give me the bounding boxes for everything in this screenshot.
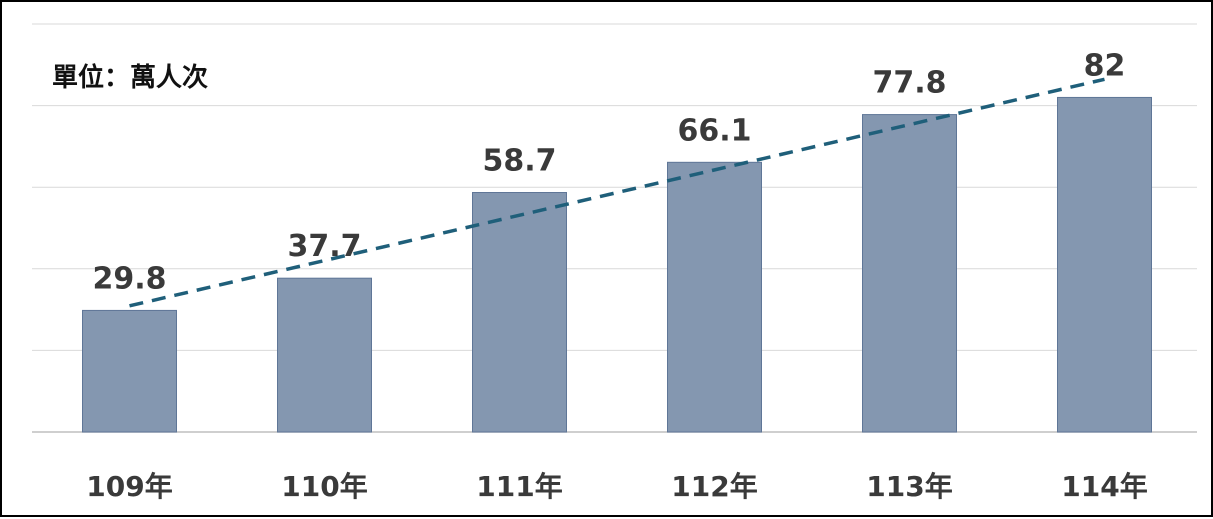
x-tick-label: 110年 bbox=[281, 470, 367, 503]
x-tick-label: 111年 bbox=[476, 470, 562, 503]
x-axis-tick-labels: 109年 110年 111年 112年 113年 114年 bbox=[86, 470, 1147, 503]
data-label: 37.7 bbox=[287, 229, 361, 264]
data-label: 29.8 bbox=[92, 261, 166, 296]
gridlines bbox=[32, 23, 1197, 433]
x-tick-label: 114年 bbox=[1061, 470, 1147, 503]
bar bbox=[862, 114, 957, 433]
bar bbox=[82, 309, 177, 433]
x-tick-label: 112年 bbox=[671, 470, 757, 503]
data-label: 77.8 bbox=[872, 66, 946, 101]
bar bbox=[472, 192, 567, 433]
trendline-layer bbox=[129, 77, 1105, 308]
data-label: 66.1 bbox=[677, 113, 751, 148]
unit-label: 單位：萬人次 bbox=[52, 62, 208, 93]
bar bbox=[277, 277, 372, 433]
x-tick-label: 109年 bbox=[86, 470, 172, 503]
value-labels: 29.8 37.7 58.7 66.1 77.8 82 bbox=[92, 48, 1125, 296]
trendline bbox=[129, 77, 1105, 308]
data-label: 58.7 bbox=[482, 144, 556, 179]
bar bbox=[1057, 96, 1152, 433]
bars bbox=[82, 96, 1152, 433]
data-label: 82 bbox=[1084, 48, 1126, 83]
x-tick-label: 113年 bbox=[866, 470, 952, 503]
bar bbox=[667, 161, 762, 433]
